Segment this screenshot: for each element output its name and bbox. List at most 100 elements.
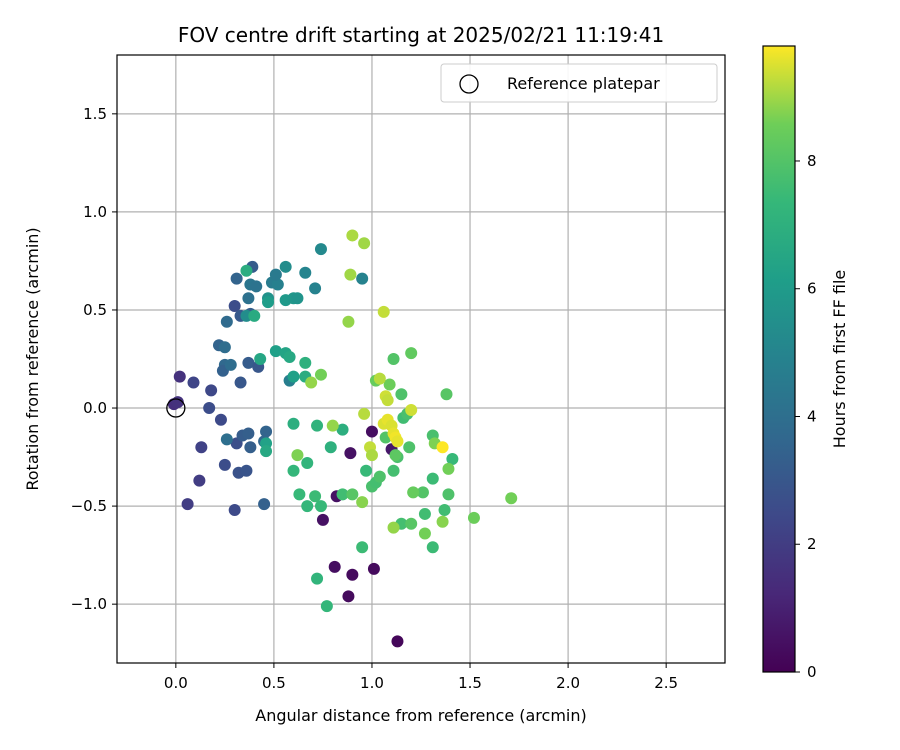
data-point-29 [230,272,243,285]
data-point-148 [436,441,449,454]
data-point-72 [248,309,261,322]
data-point-124 [387,521,400,534]
data-point-122 [467,511,480,524]
data-point-136 [365,449,378,462]
colorbar-tick-label: 0 [807,663,817,681]
data-point-118 [418,527,431,540]
x-tick-label: 1.0 [360,674,384,692]
data-point-104 [426,541,439,554]
data-point-128 [326,419,339,432]
y-tick-label: −1.0 [71,595,107,613]
data-point-85 [311,572,324,585]
data-point-68 [254,353,267,365]
y-tick-label: 0.5 [83,301,107,319]
data-point-2 [346,568,359,581]
data-point-48 [250,280,263,293]
y-tick-label: −0.5 [71,497,107,515]
data-point-134 [358,407,371,420]
data-point-131 [344,268,357,281]
data-point-125 [291,449,304,462]
x-tick-label: 2.0 [556,674,580,692]
data-point-46 [242,292,255,305]
data-point-123 [505,492,518,505]
colorbar: 0 2 4 6 8 Hours from first FF file [762,45,849,681]
data-point-140 [381,394,394,407]
y-tick-label: 1.0 [83,203,107,221]
y-tick-label: 1.5 [83,105,107,123]
data-point-12 [173,370,186,383]
data-point-55 [314,243,327,256]
legend: Reference platepar [440,63,718,103]
data-point-110 [387,353,400,365]
data-point-37 [220,315,233,328]
legend-box [440,63,718,103]
data-points [167,229,518,648]
data-point-34 [218,341,231,354]
y-tick-label: 0.0 [83,399,107,417]
data-point-84 [314,500,327,513]
data-point-113 [389,449,402,462]
plot-frame [116,54,726,664]
data-point-16 [187,376,200,389]
data-point-50 [271,278,284,291]
data-point-116 [383,378,396,391]
data-point-13 [181,498,194,511]
reference-point-marker [166,398,186,418]
data-point-25 [234,376,247,389]
data-point-99 [395,388,408,401]
data-point-127 [314,368,327,381]
x-tick-label: 0.5 [262,674,286,692]
data-point-130 [342,315,355,328]
data-point-106 [438,504,451,517]
data-point-53 [299,266,312,279]
data-point-14 [193,474,206,487]
data-point-0 [391,635,404,648]
data-point-87 [356,541,369,554]
colorbar-frame [762,45,796,673]
reference-point [166,398,186,418]
data-point-39 [242,427,255,440]
data-point-138 [377,305,390,318]
grid-lines [117,55,725,663]
data-point-103 [426,472,439,485]
data-point-107 [442,488,455,501]
data-point-62 [291,292,304,305]
data-point-78 [336,423,349,436]
y-axis-label: Rotation from reference (arcmin) [23,227,42,490]
data-point-88 [336,488,349,501]
x-tick-label: 2.5 [654,674,678,692]
data-point-83 [309,490,322,503]
data-point-70 [260,445,273,458]
data-point-100 [403,441,416,454]
data-point-102 [418,507,431,520]
data-point-63 [262,296,275,309]
data-point-42 [260,425,273,438]
colorbar-tick-label: 4 [807,407,817,425]
data-point-15 [195,441,208,454]
data-point-45 [224,358,237,371]
x-axis-label: Angular distance from reference (arcmin) [255,706,586,725]
data-point-133 [358,237,371,250]
colorbar-tick-label: 6 [807,280,817,298]
data-point-1 [342,590,355,603]
data-point-82 [301,500,314,513]
data-point-132 [346,229,359,242]
data-point-117 [407,486,420,499]
data-point-126 [305,376,318,389]
data-point-71 [240,264,253,277]
x-tick-label: 0.0 [164,674,188,692]
data-point-26 [228,300,241,313]
data-point-81 [293,488,306,501]
data-point-147 [405,403,418,416]
data-point-67 [287,370,300,383]
data-point-40 [244,441,257,454]
data-point-3 [328,560,341,573]
colorbar-ticks: 0 2 4 6 8 [795,152,817,681]
data-point-146 [391,435,404,448]
data-point-75 [299,356,312,369]
data-point-8 [365,425,378,438]
data-point-80 [287,464,300,477]
data-point-129 [356,496,369,509]
